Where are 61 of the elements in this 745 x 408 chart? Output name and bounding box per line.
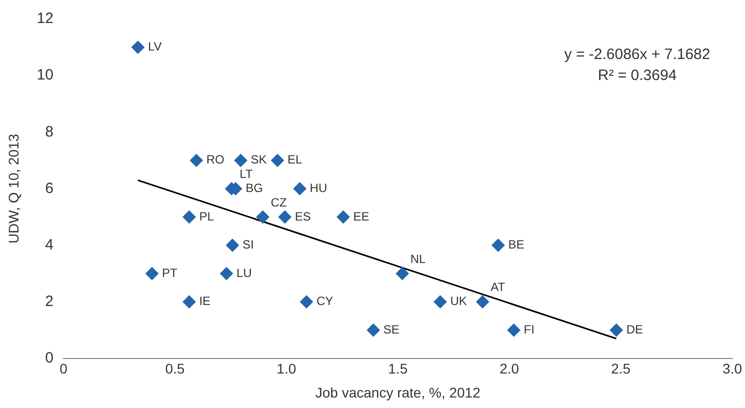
point [182, 295, 196, 308]
x-axis-title: Job vacancy rate, %, 2012 [315, 384, 481, 400]
point [278, 210, 292, 224]
point [145, 267, 158, 280]
y-tick-label: 10 [36, 66, 54, 84]
x-tick-label: 2.5 [611, 360, 631, 377]
annotation: SE [383, 322, 400, 336]
y-tick-label: 8 [45, 123, 54, 140]
point [293, 182, 306, 196]
point [336, 210, 350, 224]
annotation: SI [242, 238, 254, 252]
annotation: NL [410, 252, 426, 266]
point [270, 154, 284, 167]
x-tick-label: 2.0 [500, 360, 520, 377]
annotation: R² = 0.3694 [598, 67, 677, 84]
point [190, 154, 203, 167]
annotation: PL [199, 209, 214, 224]
point [492, 238, 505, 252]
annotation: CY [316, 294, 334, 308]
annotation: BG [246, 181, 263, 196]
annotation: UK [450, 294, 467, 308]
point [256, 210, 270, 224]
point [182, 210, 196, 224]
point [610, 324, 623, 337]
annotation: SK [250, 152, 267, 167]
point [131, 40, 144, 54]
annotation: BE [508, 238, 524, 252]
annotation: FI [524, 322, 534, 336]
point [234, 154, 248, 167]
annotation: ES [294, 209, 311, 224]
x-tick-label: 0.5 [165, 360, 185, 377]
point [220, 267, 233, 280]
point [366, 324, 380, 337]
x-tick-label: 1.0 [276, 360, 296, 377]
point [507, 324, 520, 337]
x-tick-label: 1.5 [388, 360, 408, 377]
point [434, 295, 447, 308]
annotation: LU [236, 266, 252, 280]
point [226, 238, 239, 252]
annotation: EL [287, 152, 302, 167]
annotation: PT [162, 266, 178, 280]
point [300, 295, 313, 308]
x-tick-label: 3.0 [722, 360, 742, 377]
annotation: LT [240, 167, 254, 182]
annotation: IE [199, 294, 211, 308]
annotation: EE [353, 209, 370, 224]
y-axis-title: UDW, Q 10, 2013 [5, 134, 22, 244]
annotation: LV [148, 40, 162, 54]
annotation: AT [490, 280, 506, 294]
point [476, 295, 490, 308]
annotation: CZ [270, 195, 287, 210]
point [396, 267, 409, 280]
annotation: y = -2.6086x + 7.1682 [564, 46, 710, 64]
annotation: DE [626, 322, 644, 336]
x-tick-label: 0 [60, 360, 68, 377]
y-tick-label: 4 [45, 236, 54, 254]
y-tick-label: 2 [45, 292, 54, 310]
y-tick-label: 6 [45, 180, 54, 197]
annotation: RO [206, 152, 224, 167]
annotation: HU [310, 181, 328, 196]
y-tick-label: 12 [36, 10, 54, 28]
